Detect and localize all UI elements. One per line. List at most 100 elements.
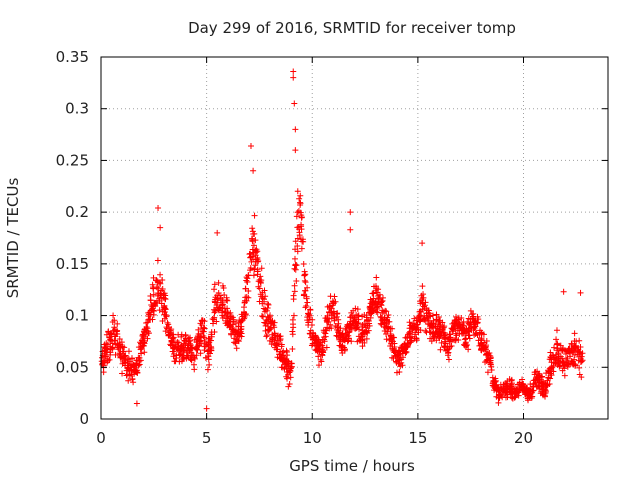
data-point xyxy=(291,282,298,289)
data-point xyxy=(103,340,110,347)
data-point xyxy=(232,340,239,347)
data-point xyxy=(296,232,303,239)
data-point xyxy=(233,345,240,352)
data-point xyxy=(157,224,164,231)
data-point xyxy=(298,245,305,252)
data-point xyxy=(224,310,231,317)
plot-frame xyxy=(100,56,609,420)
data-point xyxy=(153,299,160,306)
data-point xyxy=(555,350,562,357)
data-point xyxy=(201,318,208,325)
data-point xyxy=(482,344,489,351)
data-point xyxy=(196,338,203,345)
x-tick-label: 20 xyxy=(514,429,533,447)
data-point xyxy=(331,293,338,300)
data-point xyxy=(446,345,453,352)
data-point xyxy=(250,231,257,238)
data-point xyxy=(277,337,284,344)
data-point xyxy=(315,353,322,360)
axis-ticks: 0 5 10 15 20 0 0.05 0.1 0.15 0.2 0.25 0.3 0.35 xyxy=(56,48,608,447)
data-point xyxy=(205,353,212,360)
data-point xyxy=(159,276,166,283)
data-point xyxy=(137,357,144,364)
data-point xyxy=(318,358,325,365)
data-point xyxy=(224,319,231,326)
data-point xyxy=(326,309,333,316)
data-point xyxy=(113,330,120,337)
data-point xyxy=(293,213,300,220)
data-point xyxy=(368,299,375,306)
data-point xyxy=(290,321,297,328)
data-point xyxy=(155,205,162,212)
data-point xyxy=(149,303,156,310)
data-point xyxy=(449,326,456,333)
data-point xyxy=(419,299,426,306)
data-point xyxy=(563,357,570,364)
data-point xyxy=(292,126,299,133)
data-point xyxy=(363,335,370,342)
data-point xyxy=(462,339,469,346)
data-point xyxy=(293,278,300,285)
data-point xyxy=(144,319,151,326)
data-point xyxy=(427,313,434,320)
data-point xyxy=(252,262,259,269)
data-point xyxy=(445,335,452,342)
data-point xyxy=(103,345,110,352)
data-point xyxy=(571,330,578,337)
data-point xyxy=(301,268,308,275)
data-point xyxy=(347,209,354,216)
data-point xyxy=(291,288,298,295)
data-point xyxy=(288,363,295,370)
data-point xyxy=(335,320,342,327)
data-point xyxy=(419,240,426,247)
data-point xyxy=(213,318,220,325)
data-point xyxy=(251,265,258,272)
data-point xyxy=(309,329,316,336)
data-point xyxy=(474,319,481,326)
data-point xyxy=(128,355,135,362)
data-point xyxy=(326,303,333,310)
data-point xyxy=(499,393,506,400)
data-point xyxy=(548,372,555,379)
data-point xyxy=(303,302,310,309)
data-point xyxy=(125,377,132,384)
data-point xyxy=(287,374,294,381)
data-point xyxy=(489,374,496,381)
data-point xyxy=(576,364,583,371)
data-point xyxy=(111,317,118,324)
data-point xyxy=(115,346,122,353)
data-point xyxy=(251,212,258,219)
data-point xyxy=(291,265,298,272)
data-point xyxy=(250,242,257,249)
data-point xyxy=(215,289,222,296)
data-point xyxy=(568,340,575,347)
data-point xyxy=(466,322,473,329)
data-point xyxy=(526,394,533,401)
data-point xyxy=(258,265,265,272)
data-point xyxy=(156,307,163,314)
data-point xyxy=(484,369,491,376)
data-point xyxy=(437,346,444,353)
data-point xyxy=(191,355,198,362)
data-point xyxy=(238,318,245,325)
data-points xyxy=(98,68,586,412)
data-point xyxy=(111,337,118,344)
data-point xyxy=(238,333,245,340)
data-point xyxy=(439,319,446,326)
data-point xyxy=(572,345,579,352)
data-point xyxy=(465,346,472,353)
data-point xyxy=(261,296,267,303)
data-point xyxy=(348,338,355,345)
data-point xyxy=(339,330,346,337)
data-point xyxy=(458,314,465,321)
data-point xyxy=(390,334,397,341)
data-point xyxy=(445,349,452,356)
data-point xyxy=(341,346,348,353)
data-point xyxy=(229,326,236,333)
data-point xyxy=(441,344,448,351)
data-point xyxy=(550,352,557,359)
data-point xyxy=(352,319,359,326)
data-point xyxy=(384,328,391,335)
data-point xyxy=(267,312,274,319)
data-point xyxy=(257,273,264,280)
